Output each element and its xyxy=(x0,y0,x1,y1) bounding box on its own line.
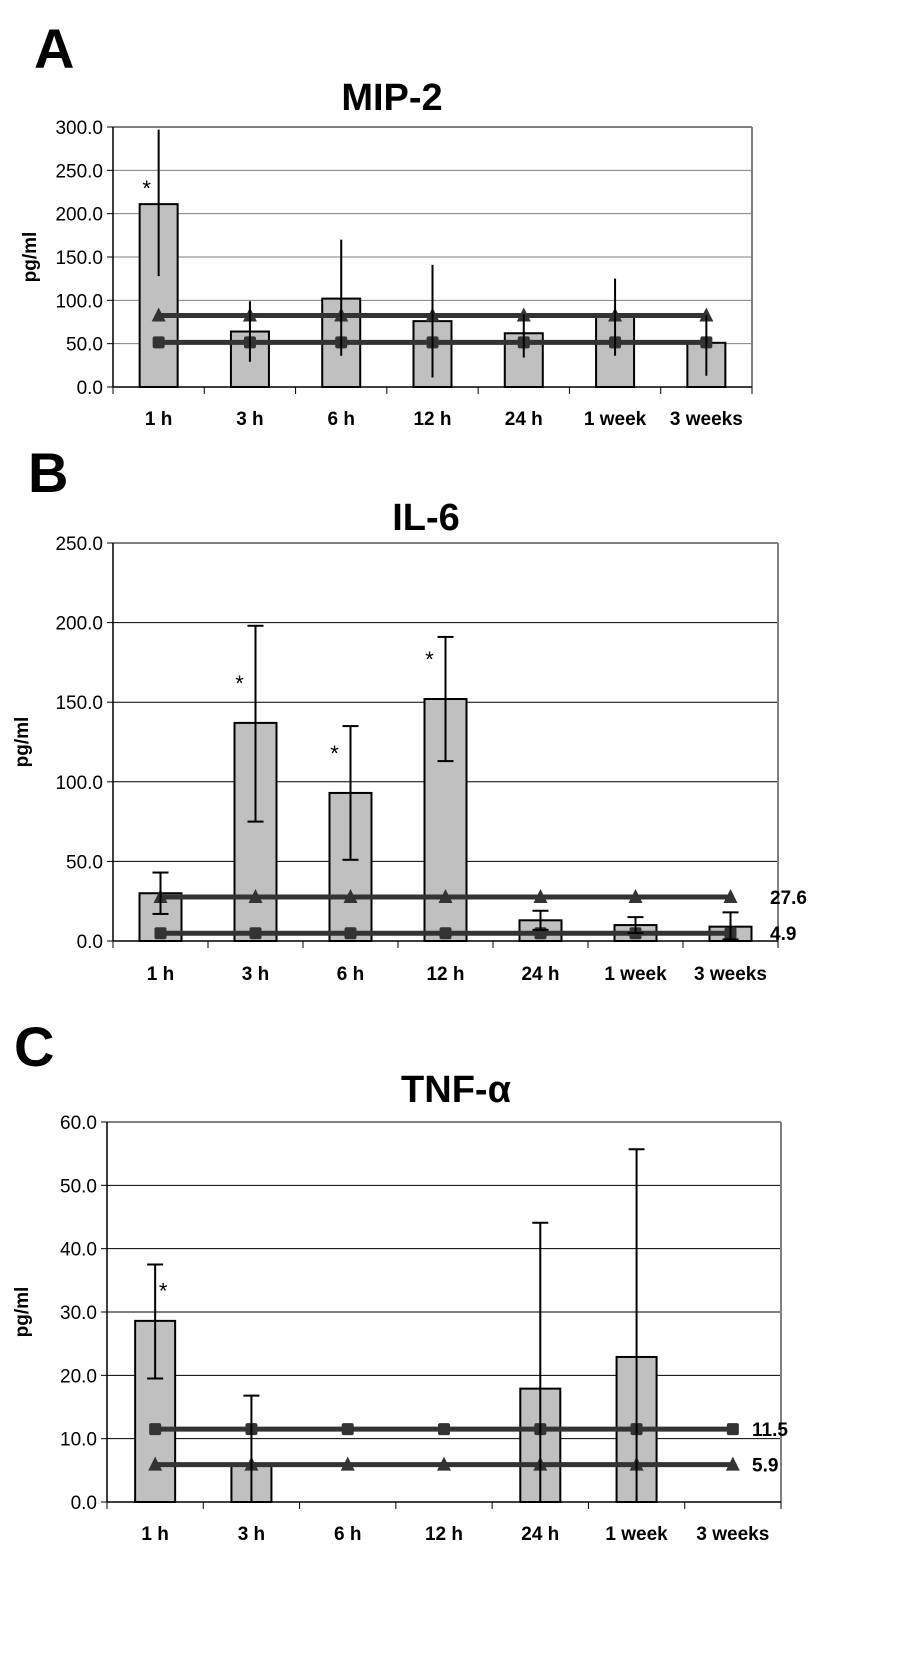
x-tick-label: 3 h xyxy=(238,1524,265,1545)
y-tick-label: 0.0 xyxy=(71,1493,97,1514)
panel-letter: B xyxy=(28,441,68,504)
significance-star: * xyxy=(159,1279,168,1304)
upper-reference-square-marker xyxy=(341,1423,354,1436)
x-tick-label: 6 h xyxy=(334,1524,361,1545)
x-tick-label: 1 week xyxy=(604,964,667,985)
x-tick-label: 1 week xyxy=(584,409,647,430)
bar-3-h xyxy=(233,721,278,942)
x-tick-label: 3 weeks xyxy=(670,409,743,430)
y-tick-label: 60.0 xyxy=(60,1113,97,1134)
y-tick-label: 0.0 xyxy=(77,932,103,953)
x-tick-label: 12 h xyxy=(426,964,464,985)
upper-reference-value-label: 27.6 xyxy=(770,888,807,909)
y-tick-label: 10.0 xyxy=(60,1430,97,1451)
x-tick-label: 3 h xyxy=(242,964,269,985)
upper-reference-triangle-marker xyxy=(438,889,453,904)
upper-reference-triangle-marker xyxy=(343,889,358,904)
chart-title: MIP-2 xyxy=(341,77,442,119)
significance-star: * xyxy=(235,671,244,696)
panel-b: B IL-6 0.0 50.0 100.0 150.0 200.0 250.0 pg/ml 27.… xyxy=(12,441,807,985)
lower-reference-square-marker xyxy=(154,927,167,940)
x-tick-label: 3 weeks xyxy=(694,964,767,985)
x-tick-label: 24 h xyxy=(521,1524,559,1545)
lower-reference-triangle-marker xyxy=(725,1456,740,1471)
x-tick-label: 12 h xyxy=(425,1524,463,1545)
lower-reference-triangle-marker xyxy=(437,1456,451,1471)
panel-a: A MIP-2 0.0 50.0 100.0 150.0 200.0 250.0 300.0 pg… xyxy=(20,17,753,430)
upper-reference-triangle-marker xyxy=(628,889,643,904)
upper-reference-triangle-marker xyxy=(248,889,263,904)
x-tick-label: 1 h xyxy=(141,1524,168,1545)
y-tick-label: 50.0 xyxy=(66,335,103,356)
x-tick-label: 1 h xyxy=(147,964,174,985)
upper-reference-square-marker xyxy=(149,1423,162,1436)
y-tick-label: 30.0 xyxy=(60,1303,97,1324)
y-tick-label: 50.0 xyxy=(60,1176,97,1197)
x-tick-label: 1 week xyxy=(605,1524,668,1545)
lower-reference-square-marker xyxy=(344,927,357,940)
y-tick-label: 150.0 xyxy=(55,693,103,714)
y-tick-label: 100.0 xyxy=(55,773,103,794)
upper-reference-square-marker xyxy=(726,1423,739,1436)
y-tick-label: 0.0 xyxy=(77,378,103,399)
y-tick-label: 20.0 xyxy=(60,1366,97,1387)
lower-reference-square-marker xyxy=(152,336,165,349)
x-tick-label: 3 weeks xyxy=(696,1524,769,1545)
significance-star: * xyxy=(425,647,434,672)
y-axis-label: pg/ml xyxy=(12,717,33,768)
y-tick-label: 50.0 xyxy=(66,852,103,873)
lower-reference-square-marker xyxy=(439,927,452,940)
lower-reference-value-label: 5.9 xyxy=(752,1456,778,1477)
y-tick-label: 40.0 xyxy=(60,1240,97,1261)
upper-reference-value-label: 11.5 xyxy=(752,1420,788,1441)
lower-reference-triangle-marker xyxy=(148,1456,163,1471)
significance-star: * xyxy=(330,741,339,766)
upper-reference-square-marker xyxy=(438,1423,450,1436)
y-axis-label: pg/ml xyxy=(20,232,41,283)
x-tick-label: 6 h xyxy=(337,964,364,985)
x-tick-label: 1 h xyxy=(145,409,172,430)
upper-reference-triangle-marker xyxy=(699,307,714,322)
bar-1-h xyxy=(134,1319,177,1504)
chart-title: TNF-α xyxy=(401,1069,511,1111)
lower-reference-square-marker xyxy=(249,927,262,940)
panel-letter: C xyxy=(14,1015,54,1078)
panel-letter: A xyxy=(34,17,74,80)
y-tick-label: 100.0 xyxy=(55,291,103,312)
y-tick-label: 250.0 xyxy=(55,161,103,182)
y-axis-label: pg/ml xyxy=(12,1287,33,1338)
lower-reference-triangle-marker xyxy=(340,1456,355,1471)
upper-reference-triangle-marker xyxy=(533,889,548,904)
x-tick-label: 6 h xyxy=(327,409,354,430)
y-tick-label: 250.0 xyxy=(55,534,103,555)
significance-star: * xyxy=(142,176,151,201)
y-tick-label: 150.0 xyxy=(55,248,103,269)
x-tick-label: 3 h xyxy=(236,409,263,430)
x-tick-label: 24 h xyxy=(505,409,543,430)
upper-reference-triangle-marker xyxy=(151,307,166,322)
chart-title: IL-6 xyxy=(392,497,460,539)
x-tick-label: 24 h xyxy=(521,964,559,985)
y-tick-label: 300.0 xyxy=(55,118,103,139)
lower-reference-value-label: 4.9 xyxy=(770,924,796,945)
upper-reference-triangle-marker xyxy=(723,889,738,904)
y-tick-label: 200.0 xyxy=(55,205,103,226)
y-tick-label: 200.0 xyxy=(55,614,103,635)
x-tick-label: 12 h xyxy=(413,409,451,430)
panel-c: C TNF-α 0.0 10.0 20.0 30.0 40.0 50.0 60.0 pg/ml 11… xyxy=(12,1015,788,1545)
